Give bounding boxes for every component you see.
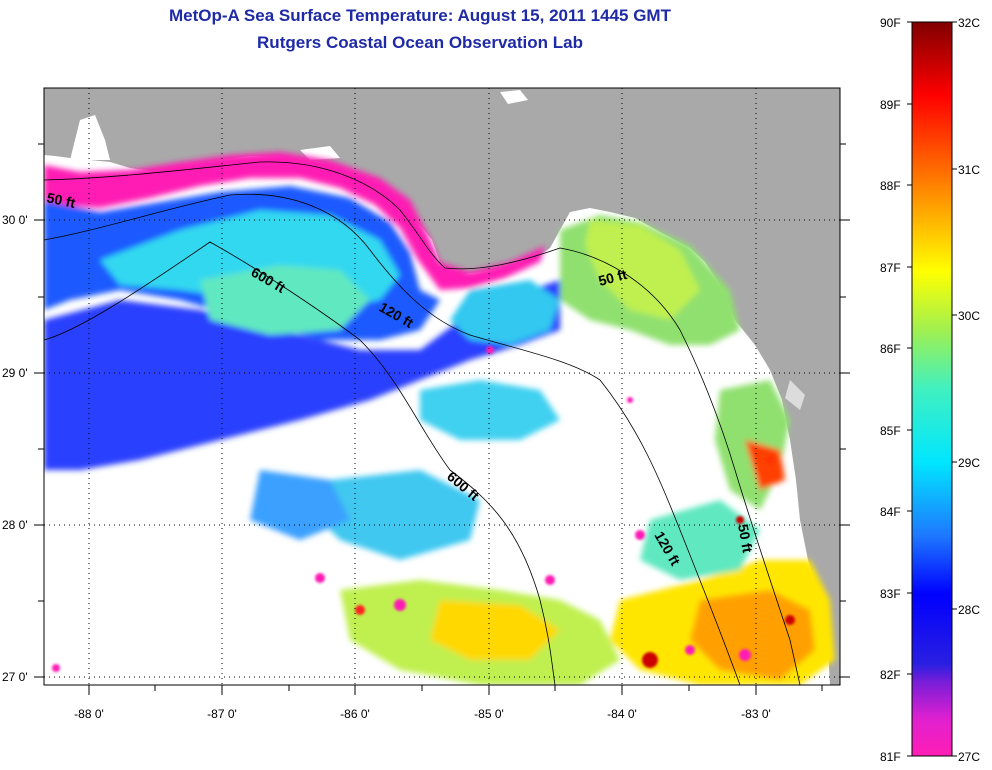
lat-label-27: 27 0' xyxy=(2,670,28,684)
colorbar-c-31: 31C xyxy=(958,163,980,177)
colorbar-f-89: 89F xyxy=(880,98,901,112)
axis-ticks xyxy=(34,143,850,695)
lon-label-83: -83 0' xyxy=(741,707,771,721)
land-mass xyxy=(44,88,840,685)
lat-label-28: 28 0' xyxy=(2,518,28,532)
colorbar-f-83: 83F xyxy=(880,587,901,601)
map-title: MetOp-A Sea Surface Temperature: August … xyxy=(169,6,671,25)
lon-label-87: -87 0' xyxy=(207,707,237,721)
colorbar-f-85: 85F xyxy=(880,424,901,438)
colorbar-c-32: 32C xyxy=(958,16,980,30)
sst-speckles xyxy=(52,346,795,672)
lat-label-30: 30 0' xyxy=(2,213,28,227)
depth-contours xyxy=(44,161,801,685)
contour-label-50ft-bigbend: 50 ft xyxy=(597,266,629,289)
temperature-colorbar xyxy=(911,21,953,757)
contour-label-50ft-south: 50 ft xyxy=(735,523,756,554)
colorbar-f-84: 84F xyxy=(880,505,901,519)
colorbar-f-87: 87F xyxy=(880,261,901,275)
lon-label-86: -86 0' xyxy=(340,707,370,721)
colorbar-f-88: 88F xyxy=(880,179,901,193)
colorbar-c-30: 30C xyxy=(958,309,980,323)
lat-label-29: 29 0' xyxy=(2,366,28,380)
colorbar-c-27: 27C xyxy=(958,750,980,764)
colorbar-f-86: 86F xyxy=(880,342,901,356)
colorbar-c-29: 29C xyxy=(958,456,980,470)
lon-label-88: -88 0' xyxy=(74,707,104,721)
colorbar-ticks xyxy=(907,21,957,757)
lon-label-84: -84 0' xyxy=(607,707,637,721)
colorbar-c-28: 28C xyxy=(958,603,980,617)
map-subtitle: Rutgers Coastal Ocean Observation Lab xyxy=(257,33,583,52)
lon-label-85: -85 0' xyxy=(474,707,504,721)
contour-label-50ft-west: 50 ft xyxy=(45,189,77,211)
map-border xyxy=(43,87,841,686)
colorbar-f-82: 82F xyxy=(880,668,901,682)
sst-field xyxy=(44,152,835,685)
colorbar-f-81: 81F xyxy=(880,750,901,764)
colorbar-f-90: 90F xyxy=(880,16,901,30)
